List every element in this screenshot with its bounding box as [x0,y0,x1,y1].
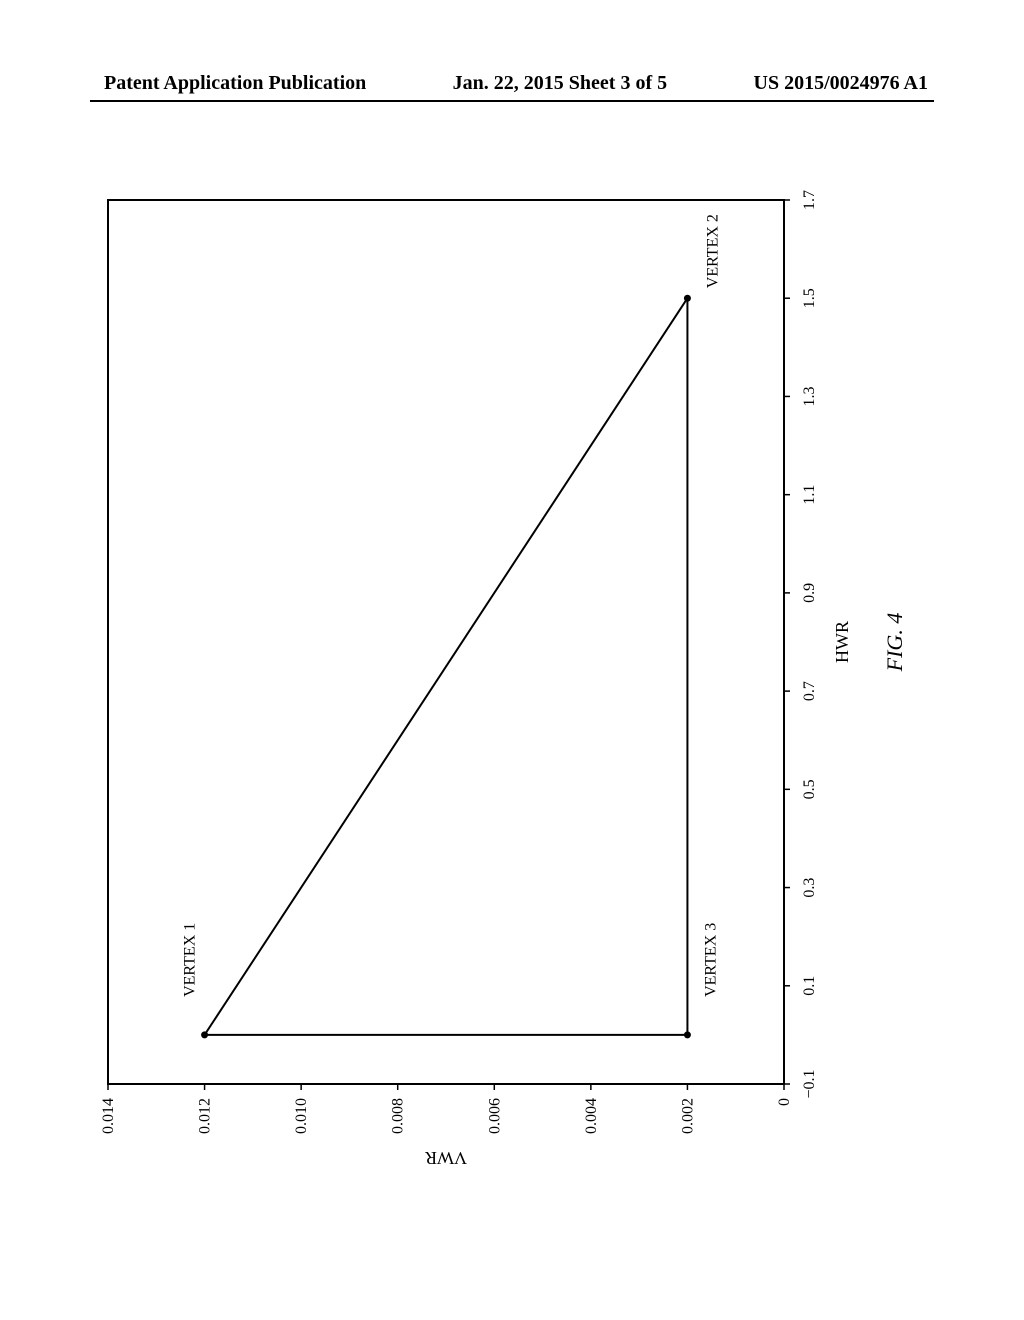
y-tick-label: 0.002 [679,1098,696,1134]
x-tick-label: 1.3 [801,386,818,406]
x-tick-label: 0.7 [801,681,818,701]
x-tick-label: 0.9 [801,583,818,603]
figure-rotated-container: −0.1 0.1 0.3 0.5 0.7 0.9 1.1 1.3 1.5 1.7 0 0.002 0.0… [90,180,934,1180]
y-tick-label: 0.010 [293,1098,310,1134]
header-right: US 2015/0024976 A1 [754,72,928,95]
vertex-label: VERTEX 2 [704,214,721,288]
plot-box [108,200,784,1084]
y-tick-label: 0.014 [100,1098,117,1134]
vertex-marker [201,1031,208,1038]
vertex-marker [684,1031,691,1038]
x-axis-label: HWR [832,621,852,663]
x-tick-label: 0.5 [801,779,818,799]
chart-svg: −0.1 0.1 0.3 0.5 0.7 0.9 1.1 1.3 1.5 1.7 0 0.002 0.0… [90,180,934,1180]
y-tick-label: 0 [776,1098,793,1106]
vertex-label: VERTEX 1 [182,923,199,997]
y-tick-label: 0.008 [390,1098,407,1134]
x-tick-label: 0.3 [801,878,818,898]
x-tick-label: −0.1 [801,1069,818,1098]
y-tick-label: 0.006 [486,1098,503,1134]
y-axis-label: VWR [425,1148,467,1168]
vertex-marker [684,295,691,302]
page: Patent Application Publication Jan. 22, … [0,0,1024,1320]
figure-title: FIG. 4 [882,613,907,673]
header-left: Patent Application Publication [104,72,366,95]
x-tick-label: 1.1 [801,485,818,505]
triangle-edge [205,298,688,1035]
page-header: Patent Application Publication Jan. 22, … [0,72,1024,95]
chart-rotated-group: −0.1 0.1 0.3 0.5 0.7 0.9 1.1 1.3 1.5 1.7 0 0.002 0.0… [100,190,907,1168]
header-rule [90,100,934,102]
header-center: Jan. 22, 2015 Sheet 3 of 5 [453,72,667,95]
x-tick-label: 0.1 [801,976,818,996]
x-tick-label: 1.7 [801,190,818,210]
y-tick-label: 0.004 [583,1098,600,1134]
x-tick-label: 1.5 [801,288,818,308]
vertex-label: VERTEX 3 [702,923,719,997]
y-tick-label: 0.012 [197,1098,214,1134]
